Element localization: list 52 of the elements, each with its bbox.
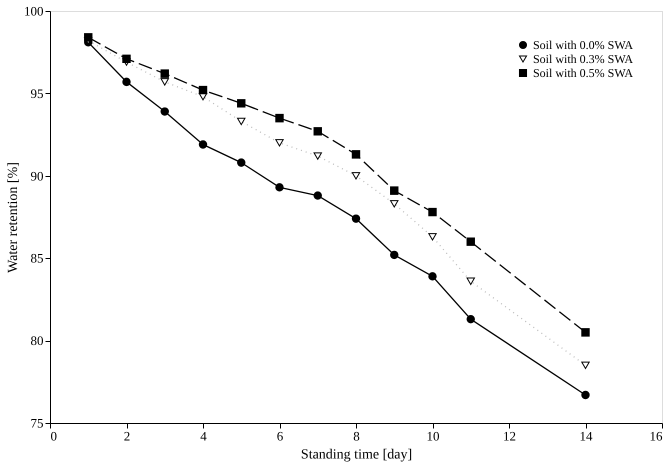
point (275, 183, 284, 192)
point (122, 78, 131, 86)
point (237, 118, 246, 126)
x-tick-label: 8 (353, 428, 360, 444)
point (160, 107, 169, 116)
y-tick-label: 95 (30, 86, 44, 101)
point (237, 99, 246, 108)
y-tick-label: 100 (24, 4, 44, 18)
point (160, 78, 169, 86)
point (466, 314, 475, 324)
x-tick-label: 4 (200, 428, 208, 444)
point (198, 86, 208, 94)
point (84, 33, 92, 42)
legend-label: Soil with 0.3% SWA (533, 52, 634, 66)
y-tick-label: 85 (30, 250, 44, 266)
y-tick-label: 75 (30, 416, 44, 430)
x-tick-label: 14 (580, 428, 593, 444)
point (390, 186, 398, 195)
point (237, 158, 246, 167)
point (581, 390, 590, 400)
y-tick-label: 80 (30, 333, 44, 348)
point (314, 127, 322, 136)
point (428, 272, 437, 281)
point (352, 172, 360, 180)
x-axis-title: Standing time [day] (300, 448, 412, 462)
point (428, 233, 437, 240)
point (390, 250, 398, 260)
y-tick-label: 90 (30, 168, 44, 184)
x-tick-label: 16 (650, 428, 663, 444)
point (466, 238, 475, 246)
point (314, 191, 322, 200)
x-tick-label: 2 (124, 428, 130, 444)
x-tick-label: 0 (50, 428, 57, 444)
point (275, 114, 284, 122)
point (160, 69, 169, 78)
point (581, 328, 590, 337)
legend-label: Soil with 0.0% SWA (533, 38, 634, 52)
x-tick-label: 12 (503, 428, 516, 444)
point (428, 208, 437, 216)
point (581, 362, 590, 370)
point (352, 214, 360, 223)
point (390, 200, 398, 208)
point (466, 278, 475, 285)
point (314, 152, 322, 160)
legend-label: Soil with 0.5% SWA (533, 66, 634, 80)
point (352, 150, 360, 159)
point (122, 54, 131, 63)
point (198, 140, 208, 149)
x-tick-label: 10 (426, 428, 440, 444)
y-axis-title: Water retention [%] (6, 162, 21, 273)
x-tick-label: 6 (276, 428, 284, 444)
point (275, 139, 284, 147)
